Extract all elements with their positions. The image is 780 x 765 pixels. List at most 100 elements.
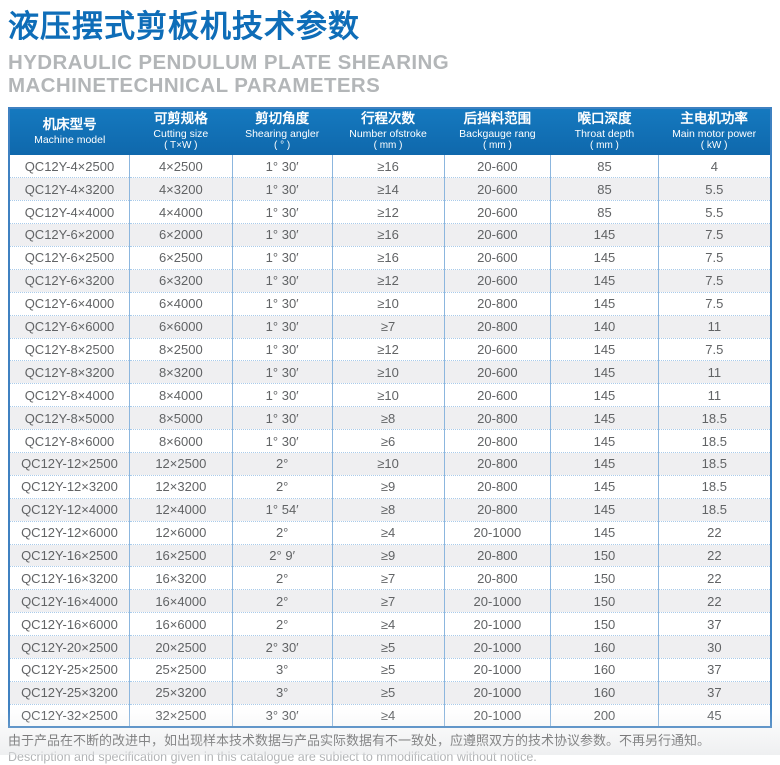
- cell-shearing-angle: 1° 30′: [231, 245, 333, 270]
- cell-throat-depth: 145: [550, 223, 659, 247]
- cell-motor-power: 7.5: [657, 223, 771, 247]
- cell-throat-depth: 145: [550, 268, 659, 293]
- cell-throat-depth: 145: [550, 360, 659, 384]
- cell-motor-power: 45: [657, 703, 771, 728]
- column-header-stroke-number: 行程次数 Number ofstroke( mm ): [332, 107, 445, 155]
- cell-stroke-number: ≥7: [331, 566, 445, 590]
- cell-stroke-number: ≥10: [331, 360, 445, 384]
- table-row: QC12Y-6×4000 6×4000 1° 30′ ≥10 20-800 145 7.5: [9, 291, 771, 316]
- cell-shearing-angle: 1° 30′: [231, 200, 333, 224]
- cell-backgauge-range: 20-600: [443, 245, 551, 270]
- footer-note-en: Description and specification given in t…: [8, 749, 537, 764]
- cell-stroke-number: ≥7: [331, 314, 445, 338]
- table-row: QC12Y-4×2500 4×2500 1° 30′ ≥16 20-600 85 4: [9, 154, 771, 178]
- footer-note-zh: 由于产品在不断的改进中，如出现样本技术数据与产品实际数据有不一致处，应遵照双方的…: [8, 733, 711, 749]
- cell-cutting-size: 8×6000: [128, 429, 233, 453]
- spec-table: 机床型号 Machine model 可剪规格 Cutting size( T×W )…: [8, 106, 772, 729]
- cell-machine-model: QC12Y-6×4000: [9, 291, 130, 316]
- cell-motor-power: 37: [657, 680, 771, 705]
- cell-backgauge-range: 20-1000: [443, 635, 551, 659]
- cell-shearing-angle: 1° 30′: [231, 406, 333, 430]
- table-row: QC12Y-16×4000 16×4000 2° ≥7 20-1000 150 22: [9, 589, 771, 613]
- cell-backgauge-range: 20-600: [443, 360, 551, 384]
- table-row: QC12Y-8×3200 8×3200 1° 30′ ≥10 20-600 145 11: [9, 360, 771, 384]
- cell-motor-power: 7.5: [657, 245, 771, 270]
- table-row: QC12Y-8×4000 8×4000 1° 30′ ≥10 20-600 145 11: [9, 383, 771, 407]
- cell-motor-power: 18.5: [657, 429, 771, 453]
- cell-cutting-size: 16×3200: [128, 566, 233, 590]
- cell-cutting-size: 20×2500: [128, 635, 233, 659]
- cell-machine-model: QC12Y-6×3200: [9, 268, 130, 293]
- cell-cutting-size: 6×6000: [128, 314, 233, 338]
- cell-backgauge-range: 20-800: [443, 406, 551, 430]
- page-subtitle: HYDRAULIC PENDULUM PLATE SHEARING MACHIN…: [8, 50, 450, 98]
- cell-stroke-number: ≥16: [331, 154, 445, 178]
- cell-motor-power: 22: [657, 520, 771, 545]
- cell-machine-model: QC12Y-25×2500: [9, 657, 130, 682]
- cell-throat-depth: 145: [550, 291, 659, 316]
- spec-table-body: QC12Y-4×2500 4×2500 1° 30′ ≥16 20-600 85 4 QC12…: [9, 154, 771, 728]
- cell-throat-depth: 145: [550, 337, 659, 361]
- cell-machine-model: QC12Y-6×6000: [9, 314, 130, 338]
- cell-machine-model: QC12Y-8×4000: [9, 383, 130, 407]
- cell-throat-depth: 145: [550, 520, 659, 545]
- cell-stroke-number: ≥4: [331, 520, 445, 545]
- cell-cutting-size: 8×2500: [128, 337, 233, 361]
- cell-backgauge-range: 20-800: [443, 543, 551, 567]
- cell-shearing-angle: 2°: [231, 589, 333, 613]
- cell-throat-depth: 145: [550, 474, 659, 499]
- cell-motor-power: 18.5: [657, 406, 771, 430]
- table-row: QC12Y-6×6000 6×6000 1° 30′ ≥7 20-800 140 11: [9, 314, 771, 338]
- table-row: QC12Y-16×6000 16×6000 2° ≥4 20-1000 150 37: [9, 612, 771, 636]
- cell-stroke-number: ≥6: [331, 429, 445, 453]
- cell-backgauge-range: 20-600: [443, 268, 551, 293]
- cell-throat-depth: 150: [550, 566, 659, 590]
- cell-cutting-size: 4×4000: [128, 200, 233, 224]
- column-header-throat-depth: 喉口深度 Throat depth( mm ): [550, 107, 659, 155]
- cell-backgauge-range: 20-600: [443, 177, 551, 201]
- cell-machine-model: QC12Y-6×2500: [9, 245, 130, 270]
- cell-shearing-angle: 1° 30′: [231, 177, 333, 201]
- cell-motor-power: 22: [657, 566, 771, 590]
- cell-cutting-size: 25×2500: [128, 657, 233, 682]
- table-row: QC12Y-6×2500 6×2500 1° 30′ ≥16 20-600 145 7.5: [9, 245, 771, 270]
- cell-motor-power: 7.5: [657, 291, 771, 316]
- cell-throat-depth: 145: [550, 406, 659, 430]
- cell-stroke-number: ≥8: [331, 497, 445, 522]
- table-row: QC12Y-25×3200 25×3200 3° ≥5 20-1000 160 37: [9, 680, 771, 705]
- cell-throat-depth: 150: [550, 543, 659, 567]
- cell-cutting-size: 16×4000: [128, 589, 233, 613]
- column-header-motor-power: 主电机功率 Main motor power( kW ): [658, 107, 771, 155]
- footer-note: 由于产品在不断的改进中，如出现样本技术数据与产品实际数据有不一致处，应遵照双方的…: [8, 733, 772, 765]
- cell-motor-power: 7.5: [657, 337, 771, 361]
- cell-cutting-size: 6×2500: [128, 245, 233, 270]
- cell-shearing-angle: 1° 30′: [231, 337, 333, 361]
- cell-machine-model: QC12Y-16×2500: [9, 543, 130, 567]
- cell-cutting-size: 16×2500: [128, 543, 233, 567]
- table-row: QC12Y-4×4000 4×4000 1° 30′ ≥12 20-600 85 5.5: [9, 200, 771, 224]
- cell-motor-power: 18.5: [657, 451, 771, 476]
- cell-shearing-angle: 2°: [231, 474, 333, 499]
- cell-stroke-number: ≥16: [331, 223, 445, 247]
- table-row: QC12Y-6×3200 6×3200 1° 30′ ≥12 20-600 145 7.5: [9, 268, 771, 293]
- cell-motor-power: 37: [657, 657, 771, 682]
- cell-cutting-size: 4×3200: [128, 177, 233, 201]
- cell-shearing-angle: 1° 30′: [231, 314, 333, 338]
- cell-throat-depth: 145: [550, 383, 659, 407]
- cell-machine-model: QC12Y-8×2500: [9, 337, 130, 361]
- cell-cutting-size: 6×4000: [128, 291, 233, 316]
- spec-table-head: 机床型号 Machine model 可剪规格 Cutting size( T×W )…: [9, 107, 771, 155]
- cell-stroke-number: ≥9: [331, 543, 445, 567]
- cell-shearing-angle: 3°: [231, 657, 333, 682]
- column-header-machine-model: 机床型号 Machine model: [9, 107, 130, 155]
- cell-motor-power: 37: [657, 612, 771, 636]
- cell-machine-model: QC12Y-8×6000: [9, 429, 130, 453]
- cell-motor-power: 22: [657, 543, 771, 567]
- cell-backgauge-range: 20-800: [443, 291, 551, 316]
- cell-stroke-number: ≥4: [331, 703, 445, 728]
- table-row: QC12Y-12×3200 12×3200 2° ≥9 20-800 145 18.5: [9, 474, 771, 499]
- cell-throat-depth: 140: [550, 314, 659, 338]
- table-row: QC12Y-4×3200 4×3200 1° 30′ ≥14 20-600 85 5.5: [9, 177, 771, 201]
- table-row: QC12Y-8×2500 8×2500 1° 30′ ≥12 20-600 145 7.5: [9, 337, 771, 361]
